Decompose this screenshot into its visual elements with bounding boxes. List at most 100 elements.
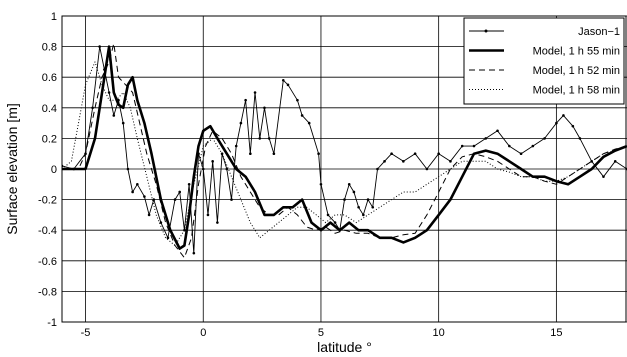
series-point-1	[201, 167, 205, 171]
series-point-1	[216, 221, 219, 224]
series-point-1	[390, 152, 393, 155]
series-point-1	[136, 183, 139, 186]
series-point-1	[117, 98, 120, 102]
y-tick-label: -0.4	[38, 225, 57, 237]
series-point-1	[296, 98, 299, 102]
series-point-1	[366, 198, 370, 201]
series-point-1	[173, 198, 177, 201]
series-point-1	[555, 121, 558, 125]
series-point-1	[258, 137, 262, 140]
series-point-1	[263, 106, 266, 110]
series-point-1	[143, 195, 146, 198]
plot-frame	[61, 15, 627, 323]
series-point-1	[192, 251, 196, 255]
series-line-4	[62, 61, 627, 246]
y-tick-label: 0	[51, 164, 57, 176]
series-point-1	[578, 137, 582, 140]
series-point-1	[571, 124, 575, 128]
series-point-1	[317, 152, 320, 155]
series-point-1	[178, 190, 182, 194]
series-point-1	[437, 152, 440, 155]
series-point-1	[371, 205, 375, 209]
series-point-1	[249, 152, 252, 155]
series-point-1	[496, 129, 499, 133]
series-line-2	[62, 45, 627, 250]
legend-label-2: Model, 1 h 55 min	[533, 46, 620, 58]
series-point-1	[613, 160, 617, 163]
legend-label-3: Model, 1 h 52 min	[533, 65, 620, 77]
series-point-1	[281, 78, 285, 82]
series-point-1	[319, 183, 323, 186]
series-point-1	[326, 213, 330, 217]
series-point-1	[253, 91, 257, 94]
series-point-1	[147, 213, 151, 217]
series-point-1	[460, 144, 464, 148]
series-point-1	[507, 144, 511, 148]
legend-label-4: Model, 1 h 58 min	[533, 85, 620, 97]
series-point-1	[206, 213, 210, 217]
x-tick-label: 0	[200, 327, 206, 339]
series-point-1	[602, 175, 605, 178]
series-point-1	[197, 152, 200, 155]
series-point-1	[98, 45, 101, 48]
legend: Jason−1 Model, 1 h 55 min Model, 1 h 52 mi…	[463, 17, 625, 105]
y-tick-label: -0.2	[38, 195, 57, 207]
series-point-1	[225, 167, 229, 171]
series-point-1	[239, 121, 243, 125]
series-point-1	[590, 160, 593, 163]
series-group	[62, 43, 627, 259]
series-point-1	[244, 98, 247, 102]
series-point-1	[425, 167, 429, 171]
series-point-1	[362, 213, 365, 217]
y-tick-label: 1	[51, 11, 57, 23]
series-point-1	[126, 167, 130, 171]
series-point-1	[166, 236, 170, 240]
series-point-1	[484, 137, 488, 140]
series-point-1	[152, 198, 156, 201]
series-point-1	[300, 114, 304, 117]
series-point-1	[230, 198, 233, 201]
series-point-1	[413, 152, 417, 155]
series-point-1	[91, 106, 94, 110]
series-point-1	[357, 205, 360, 209]
series-point-1	[286, 83, 290, 87]
y-tick-label: -1	[47, 317, 57, 329]
series-point-1	[183, 228, 186, 232]
series-point-1	[72, 167, 76, 171]
series-line-3	[62, 43, 627, 259]
series-point-1	[112, 114, 116, 117]
series-point-1	[333, 221, 337, 224]
series-point-1	[347, 183, 351, 186]
series-point-1	[107, 91, 111, 94]
x-tick-label: 15	[550, 327, 562, 339]
series-point-1	[383, 160, 386, 163]
series-point-1	[531, 144, 535, 148]
series-point-1	[220, 152, 224, 155]
series-point-1	[519, 152, 523, 155]
series-point-1	[402, 160, 405, 163]
series-point-1	[449, 160, 452, 163]
y-tick-label: 0.2	[42, 133, 57, 145]
series-point-1	[267, 137, 271, 140]
series-point-1	[307, 121, 311, 125]
series-point-1	[187, 183, 191, 186]
series-point-1	[131, 190, 134, 194]
series-point-1	[376, 167, 379, 171]
series-point-1	[562, 114, 565, 117]
series-point-1	[338, 228, 342, 232]
series-point-1	[234, 144, 238, 148]
y-tick-label: 0.8	[42, 42, 57, 54]
y-axis-label: Surface elevation [m]	[4, 103, 20, 235]
x-tick-label: -5	[81, 327, 91, 339]
legend-label-1: Jason−1	[578, 26, 620, 38]
series-point-1	[159, 221, 163, 224]
series-point-1	[103, 68, 106, 71]
series-point-1	[272, 152, 276, 155]
series-point-1	[543, 137, 546, 140]
x-tick-label: 5	[318, 327, 324, 339]
x-axis-label: latitude °	[317, 339, 372, 355]
series-point-1	[84, 152, 87, 155]
x-tick-label: 10	[433, 327, 445, 339]
series-point-1	[343, 198, 346, 201]
